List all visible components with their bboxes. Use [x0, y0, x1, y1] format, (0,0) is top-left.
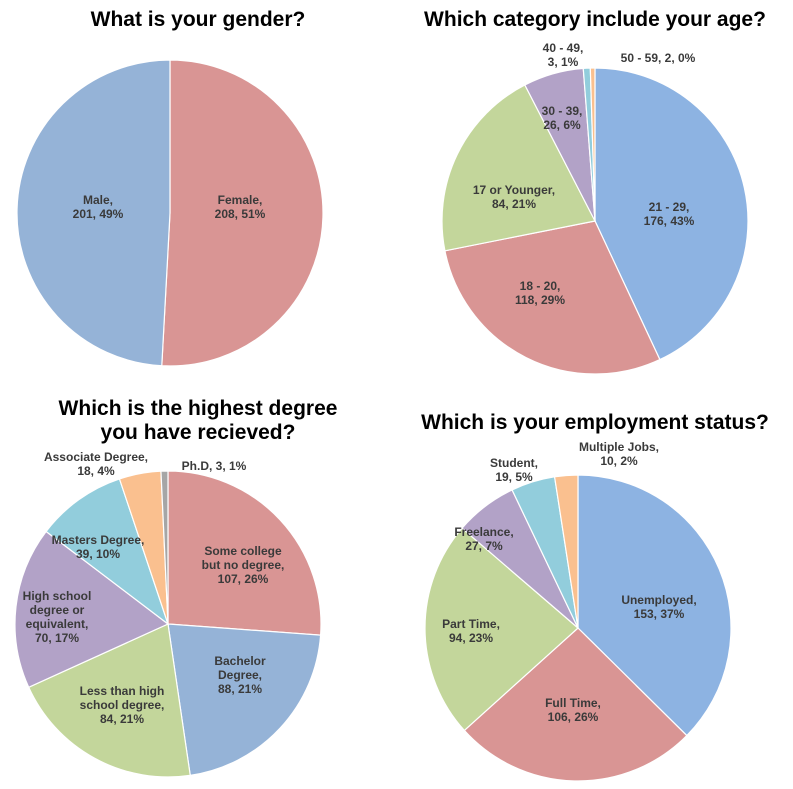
pie-slice-part-time [424, 527, 579, 732]
chart-title: Which is the highest degree you have rec… [0, 397, 396, 445]
slice-label-associate-degree: Associate Degree, 18, 4% [44, 450, 148, 478]
chart-title-line: What is your gender? [90, 8, 306, 31]
chart-title-line: Which category include your age? [424, 8, 766, 31]
slice-label-masters-degree: Masters Degree, 39, 10% [52, 533, 145, 561]
pie-slice-50-59 [589, 67, 596, 222]
chart-title-line: you have recieved? [100, 421, 296, 444]
pie-slice-female [161, 59, 324, 367]
age-chart: Which category include your age? 21 - 29… [397, 0, 793, 394]
chart-title: Which is your employment status? [397, 411, 793, 435]
slice-label-ph-d: Ph.D, 3, 1% [182, 459, 247, 473]
pie-slice-unemployed [577, 474, 732, 737]
slice-label-unemployed: Unemployed, 153, 37% [621, 593, 696, 621]
slice-label-18-20: 18 - 20, 118, 29% [515, 279, 565, 307]
slice-label-multiple-jobs: Multiple Jobs, 10, 2% [579, 440, 659, 468]
pie-slice-masters-degree [45, 478, 170, 626]
slice-label-some-college-but-no-degree: Some college but no degree, 107, 26% [202, 544, 285, 586]
chart-title-line: Which is the highest degree [58, 397, 338, 420]
slice-label-male: Male, 201, 49% [73, 193, 124, 221]
slice-label-freelance: Freelance, 27, 7% [454, 525, 513, 553]
pie-slice-less-than-high-school-degree [27, 623, 191, 778]
pie-slice-male [16, 59, 171, 367]
pie-slice-ph-d [160, 470, 169, 625]
slice-label-40-49: 40 - 49, 3, 1% [543, 41, 584, 69]
gender-chart: What is your gender? Female, 208, 51% Male… [0, 0, 396, 394]
degree-pie: Some college but no degree, 107, 26% Bachel… [14, 450, 322, 778]
pie-slice-full-time [463, 627, 688, 782]
pie-slice-21-29 [594, 67, 749, 361]
slice-label-full-time: Full Time, 106, 26% [545, 696, 601, 724]
slice-label-female: Female, 208, 51% [215, 193, 266, 221]
slice-label-bachelor-degree: Bachelor Degree, 88, 21% [214, 654, 266, 696]
chart-title: Which category include your age? [397, 8, 793, 32]
slice-label-student: Student, 19, 5% [490, 456, 538, 484]
slice-label-17-or-younger: 17 or Younger, 84, 21% [473, 183, 555, 211]
chart-title-line: Which is your employment status? [421, 411, 769, 434]
gender-pie: Female, 208, 51% Male, 201, 49% [16, 59, 324, 367]
employment-pie: Unemployed, 153, 37% Full Time, 106, 26% Par… [424, 440, 732, 782]
pie-slice-high-school-degree-or-equivalent [14, 530, 170, 689]
pie-slice-some-college-but-no-degree [167, 470, 322, 636]
slice-label-30-39: 30 - 39, 26, 6% [542, 104, 583, 132]
slice-label-21-29: 21 - 29, 176, 43% [644, 200, 695, 228]
slice-label-50-59: 50 - 59, 2, 0% [621, 51, 696, 65]
slice-label-high-school-degree-or-equivalent: High school degree or equivalent, 70, 17% [23, 589, 92, 645]
degree-chart: Which is the highest degree you have rec… [0, 395, 396, 789]
pie-slice-18-20 [444, 220, 661, 375]
pie-slice-bachelor-degree [167, 623, 322, 777]
chart-title: What is your gender? [0, 8, 396, 32]
age-pie: 21 - 29, 176, 43% 18 - 20, 118, 29% 17 or Yo… [441, 41, 749, 375]
slice-label-less-than-high-school-degree: Less than high school degree, 84, 21% [80, 684, 165, 726]
employment-chart: Which is your employment status? Unemplo… [397, 395, 793, 789]
pie-slice-17-or-younger [441, 84, 596, 252]
slice-label-part-time: Part Time, 94, 23% [442, 617, 500, 645]
pie-slice-multiple-jobs [553, 474, 579, 629]
